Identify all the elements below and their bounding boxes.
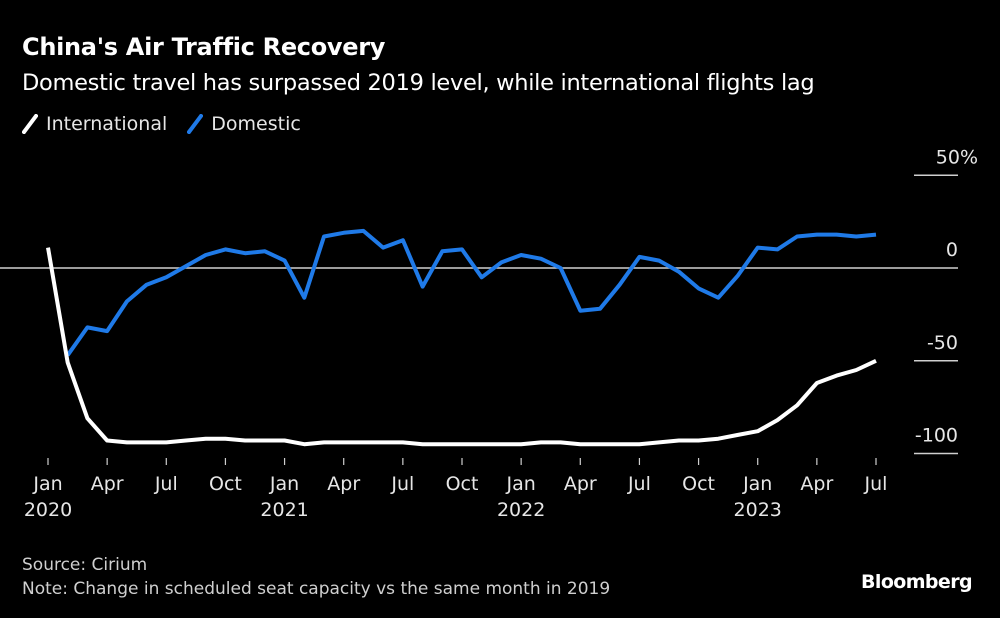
legend-item-domestic: Domestic [187, 113, 301, 135]
x-tick-label: Apr [327, 473, 360, 495]
legend-item-international: International [22, 113, 167, 135]
x-axis: Jan 2020 Apr Jul Oct Jan 2021 Apr Jul Oct Jan 2022 A… [24, 458, 888, 521]
y-axis: 50% 0 -50 -100 [0, 146, 978, 455]
x-tick-label: Apr [800, 473, 833, 495]
x-tick-label: Jul [390, 473, 414, 495]
y-tick-label: 50% [936, 146, 978, 168]
bloomberg-logo: Bloomberg [861, 571, 973, 593]
legend-label-international: International [46, 113, 168, 135]
y-tick-label: -100 [915, 425, 958, 447]
methodology-note: Note: Change in scheduled seat capacity … [22, 579, 611, 599]
x-tick-label: Oct [446, 473, 479, 495]
footer: Source: Cirium Note: Change in scheduled… [22, 553, 610, 601]
series-layer [46, 228, 877, 447]
x-tick-label: Jul [627, 473, 651, 495]
chart-subtitle: Domestic travel has surpassed 2019 level… [22, 70, 815, 96]
x-tick-label: Jul [864, 473, 888, 495]
source-note: Source: Cirium [22, 555, 148, 575]
x-tick-year-label: 2020 [24, 499, 72, 521]
legend: International Domestic [22, 113, 321, 135]
legend-swatch-domestic [187, 114, 204, 134]
y-tick-label: -50 [927, 332, 958, 354]
x-tick-label: Apr [91, 473, 124, 495]
x-tick-label: Jan [505, 473, 535, 495]
legend-label-domestic: Domestic [211, 113, 301, 135]
x-tick-year-label: 2022 [497, 499, 545, 521]
x-tick-label: Jan [742, 473, 772, 495]
x-tick-label: Jan [269, 473, 299, 495]
x-tick-label: Apr [564, 473, 597, 495]
x-tick-label: Oct [682, 473, 715, 495]
x-tick-year-label: 2021 [260, 499, 308, 521]
x-tick-label: Oct [209, 473, 242, 495]
x-tick-label: Jul [154, 473, 178, 495]
series-line-international [46, 247, 877, 447]
x-tick-label: Jan [32, 473, 62, 495]
y-tick-label: 0 [946, 239, 958, 261]
chart-title: China's Air Traffic Recovery [22, 33, 386, 61]
series-line-domestic [66, 228, 877, 357]
x-tick-year-label: 2023 [734, 499, 782, 521]
legend-swatch-international [22, 114, 38, 134]
